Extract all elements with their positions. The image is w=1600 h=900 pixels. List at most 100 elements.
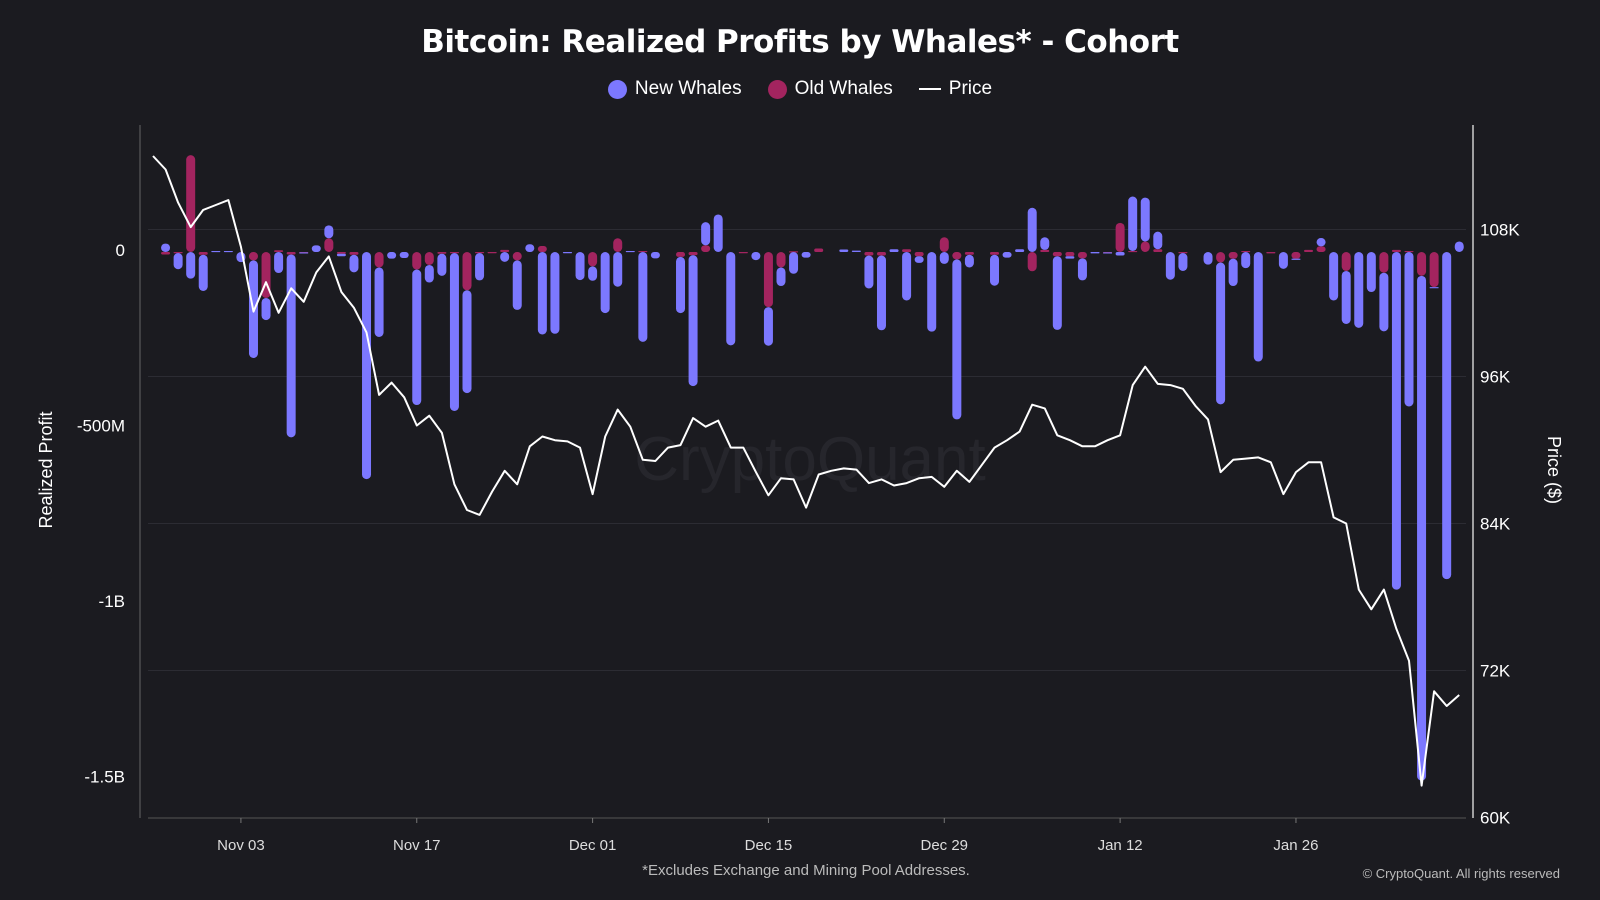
x-tick-label: Nov 17: [393, 837, 441, 854]
bar-new-whales: [726, 252, 736, 346]
bar-old-whales: [500, 249, 510, 252]
bar-old-whales: [512, 252, 522, 261]
bar-old-whales: [776, 252, 786, 268]
x-tick-label: Jan 12: [1098, 837, 1143, 854]
bar-old-whales: [475, 252, 485, 254]
bar-new-whales: [650, 252, 660, 259]
bar-old-whales: [1379, 252, 1389, 273]
bar-old-whales: [876, 252, 886, 256]
bar-new-whales: [562, 252, 572, 254]
price-line: [152, 155, 1460, 787]
bar-new-whales: [475, 253, 485, 281]
bar-new-whales: [512, 260, 522, 310]
bar-old-whales: [676, 252, 686, 257]
bar-old-whales: [1077, 252, 1087, 259]
bar-old-whales: [1027, 252, 1037, 272]
y-tick-label: 0: [116, 241, 125, 260]
bar-old-whales: [437, 252, 447, 254]
copyright: © CryptoQuant. All rights reserved: [1362, 866, 1560, 881]
bar-new-whales: [324, 225, 334, 239]
bar-new-whales: [1278, 252, 1288, 269]
bar-old-whales: [1052, 252, 1062, 257]
bar-new-whales: [1090, 252, 1100, 254]
bar-new-whales: [173, 253, 183, 270]
bar-old-whales: [1178, 252, 1188, 254]
x-tick-label: Jan 26: [1273, 837, 1318, 854]
bar-new-whales: [1329, 252, 1339, 301]
bar-old-whales: [286, 252, 296, 255]
bar-new-whales: [600, 252, 610, 314]
bar-new-whales: [186, 252, 196, 279]
bar-old-whales: [738, 252, 748, 254]
bar-old-whales: [914, 252, 924, 257]
bar-old-whales: [1140, 241, 1150, 252]
bar-new-whales: [927, 252, 937, 332]
bar-new-whales: [1228, 258, 1238, 287]
bar-new-whales: [1442, 252, 1452, 580]
bar-old-whales: [374, 252, 384, 268]
watermark: CryptoQuant: [634, 425, 986, 494]
bar-new-whales: [1291, 258, 1301, 260]
bar-new-whales: [1115, 252, 1125, 256]
bar-new-whales: [550, 252, 560, 334]
legend-item-new-whales[interactable]: New Whales: [607, 78, 742, 100]
bar-old-whales: [1241, 250, 1251, 253]
bar-new-whales: [387, 252, 397, 259]
bar-new-whales: [462, 290, 472, 394]
bar-new-whales: [362, 252, 372, 480]
y-tick-label: -500M: [77, 417, 125, 436]
bar-new-whales: [1366, 252, 1376, 293]
bar-old-whales: [1115, 222, 1125, 252]
bar-new-whales: [676, 256, 686, 314]
bar-new-whales: [990, 254, 1000, 286]
bar-new-whales: [625, 250, 635, 253]
legend-item-old-whales[interactable]: Old Whales: [767, 78, 893, 100]
bar-new-whales: [1241, 252, 1251, 269]
bar-old-whales: [1065, 252, 1075, 257]
bar-new-whales: [1165, 252, 1175, 280]
y2-tick-label: 96K: [1480, 368, 1511, 387]
bar-new-whales: [261, 297, 271, 321]
bar-old-whales: [1153, 249, 1163, 252]
bar-new-whales: [161, 243, 171, 252]
legend-item-price[interactable]: Price: [918, 78, 992, 100]
bar-new-whales: [889, 249, 899, 252]
y2-tick-label: 84K: [1480, 515, 1511, 534]
new-whales-swatch-icon: [607, 79, 627, 99]
old-whales-swatch-icon: [767, 79, 787, 99]
bar-new-whales: [1153, 231, 1163, 250]
bar-old-whales: [1341, 252, 1351, 271]
y-axis-title: Realized Profit: [36, 411, 56, 528]
bar-old-whales: [537, 246, 547, 252]
price-line-swatch-icon: [918, 88, 941, 90]
bar-new-whales: [1040, 237, 1050, 250]
bar-old-whales: [613, 238, 623, 252]
bar-new-whales: [349, 254, 359, 273]
bar-new-whales: [713, 214, 723, 252]
bar-old-whales: [1429, 252, 1439, 288]
bar-old-whales: [1304, 249, 1314, 252]
bar-new-whales: [964, 254, 974, 268]
bar-new-whales: [399, 252, 409, 258]
bar-new-whales: [1052, 256, 1062, 330]
bar-new-whales: [801, 252, 811, 258]
bar-new-whales: [1065, 256, 1075, 259]
bar-old-whales: [1291, 252, 1301, 259]
footnote: *Excludes Exchange and Mining Pool Addre…: [642, 862, 970, 879]
x-tick-label: Dec 01: [569, 837, 617, 854]
bar-old-whales: [274, 250, 284, 252]
bar-new-whales: [336, 253, 346, 257]
bar-old-whales: [1316, 246, 1326, 252]
bar-old-whales: [990, 252, 1000, 255]
bar-new-whales: [776, 267, 786, 287]
bar-old-whales: [173, 252, 183, 254]
bar-new-whales: [299, 252, 309, 254]
bar-old-whales: [1417, 252, 1427, 276]
bar-new-whales: [1404, 252, 1414, 407]
bar-old-whales: [1404, 250, 1414, 253]
bar-new-whales: [223, 250, 233, 253]
bar-new-whales: [751, 252, 761, 261]
bar-old-whales: [763, 252, 773, 308]
bar-new-whales: [311, 245, 321, 252]
bar-new-whales: [1140, 197, 1150, 242]
